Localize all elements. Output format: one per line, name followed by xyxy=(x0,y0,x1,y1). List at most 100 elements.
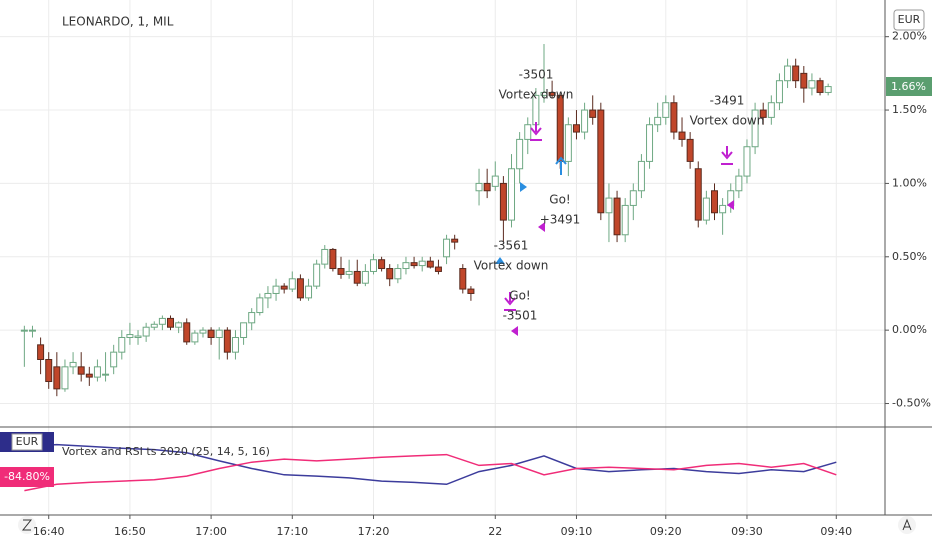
candle-body xyxy=(564,124,572,162)
candle-body xyxy=(345,270,353,275)
x-tick-label: 09:20 xyxy=(650,525,682,538)
candle-body xyxy=(759,109,767,118)
candle-body xyxy=(792,65,800,82)
indicator-currency-button[interactable] xyxy=(11,433,43,451)
annotation-text: Vortex down xyxy=(474,259,549,273)
candle-body xyxy=(361,270,369,284)
candle-body xyxy=(524,124,532,140)
annotation-text: Vortex down xyxy=(499,88,574,102)
x-tick-label: 09:30 xyxy=(731,525,763,538)
annotation-text: -3491 xyxy=(710,94,745,108)
candle-body xyxy=(85,373,93,378)
candle-body xyxy=(719,204,727,214)
candle-body xyxy=(215,329,223,338)
zoom-icon xyxy=(21,519,33,531)
candle-body xyxy=(126,334,134,338)
candle-body xyxy=(305,285,313,299)
annotations: -3501 Vortex down Go! +3491 -3561 Vortex down… xyxy=(474,68,765,323)
currency[interactable]: EUR xyxy=(898,13,921,26)
candle-body xyxy=(386,268,394,280)
candle-body xyxy=(800,72,808,89)
candle-body xyxy=(183,322,191,343)
candle-body xyxy=(808,80,816,89)
x-tick-label: 09:40 xyxy=(820,525,852,538)
candle-body xyxy=(69,361,77,368)
annotation-text: -3561 xyxy=(494,239,529,253)
y-tick-label: 1.00% xyxy=(892,176,927,189)
candle-body xyxy=(264,292,272,299)
y-tick-label: 0.50% xyxy=(892,250,927,263)
candle-body xyxy=(548,91,556,96)
candle-body xyxy=(483,182,491,192)
candle-body xyxy=(451,238,459,243)
candle-body xyxy=(369,259,377,272)
candle-body xyxy=(589,109,597,118)
x-tick-label: 17:10 xyxy=(276,525,308,538)
candle-body xyxy=(613,197,621,236)
candle-body xyxy=(775,80,783,104)
auto-button[interactable] xyxy=(898,516,916,534)
candle-body xyxy=(499,182,507,221)
candle-body xyxy=(410,262,418,267)
plot-layer xyxy=(20,44,837,492)
last-price-label: 1.66% xyxy=(891,80,926,93)
last-price-box xyxy=(886,77,932,96)
candle-body xyxy=(637,160,645,192)
candle-body xyxy=(296,278,304,299)
annotation-text: Vortex down xyxy=(690,114,765,128)
candle-body xyxy=(37,344,45,361)
candle-body xyxy=(175,322,183,328)
candle-body xyxy=(816,80,824,93)
candle-body xyxy=(329,248,337,270)
x-tick-label: 09:10 xyxy=(561,525,593,538)
candle-body xyxy=(53,366,61,390)
candle-body xyxy=(824,86,832,93)
candle-body xyxy=(394,268,402,280)
x-tick-label: 17:00 xyxy=(195,525,227,538)
chart-title: LEONARDO, 1, MIL xyxy=(62,15,174,29)
candle-body xyxy=(93,366,101,378)
currency-button[interactable] xyxy=(893,9,925,31)
indicator-value-label: -84.80% xyxy=(4,470,50,483)
indicator-currency[interactable]: EUR xyxy=(16,435,39,448)
candle-body xyxy=(434,266,442,272)
x-tick-label: 17:20 xyxy=(358,525,390,538)
y-tick-label: 1.50% xyxy=(892,103,927,116)
candle-body xyxy=(654,116,662,126)
candle-body xyxy=(443,238,451,258)
candle-body xyxy=(475,182,483,192)
candle-body xyxy=(150,323,158,328)
candle-body xyxy=(767,102,775,118)
candle-body xyxy=(77,366,85,375)
candle-body xyxy=(223,329,231,353)
y-tick-label: 0.00% xyxy=(892,323,927,336)
annotation-text: Go! xyxy=(509,289,530,303)
candle-body xyxy=(629,190,637,206)
annotation-text: Go! xyxy=(549,193,570,207)
candle-body xyxy=(418,260,426,267)
candle-body xyxy=(572,124,580,133)
candle-body xyxy=(20,329,28,332)
candle-body xyxy=(556,94,564,162)
candle-body xyxy=(678,131,686,140)
x-tick-label: 16:40 xyxy=(33,525,65,538)
candle-body xyxy=(378,259,386,270)
candle-body xyxy=(402,262,410,270)
candle-body xyxy=(313,263,321,287)
candle-body xyxy=(142,326,150,337)
candle-body xyxy=(231,336,239,353)
candle-body xyxy=(702,197,710,221)
candle-body xyxy=(459,268,467,290)
candle-body xyxy=(199,329,207,334)
candle-body xyxy=(540,91,548,96)
candle-body xyxy=(45,359,53,383)
candle-body xyxy=(751,109,759,148)
candle-body xyxy=(597,109,605,214)
indicator-line xyxy=(24,443,837,486)
candle-body xyxy=(134,335,142,338)
candle-body xyxy=(102,373,110,376)
candle-body xyxy=(118,336,126,353)
candle-body xyxy=(784,65,792,82)
indicator-title: Vortex and RSI ts 2020 (25, 14, 5, 16) xyxy=(62,445,270,458)
